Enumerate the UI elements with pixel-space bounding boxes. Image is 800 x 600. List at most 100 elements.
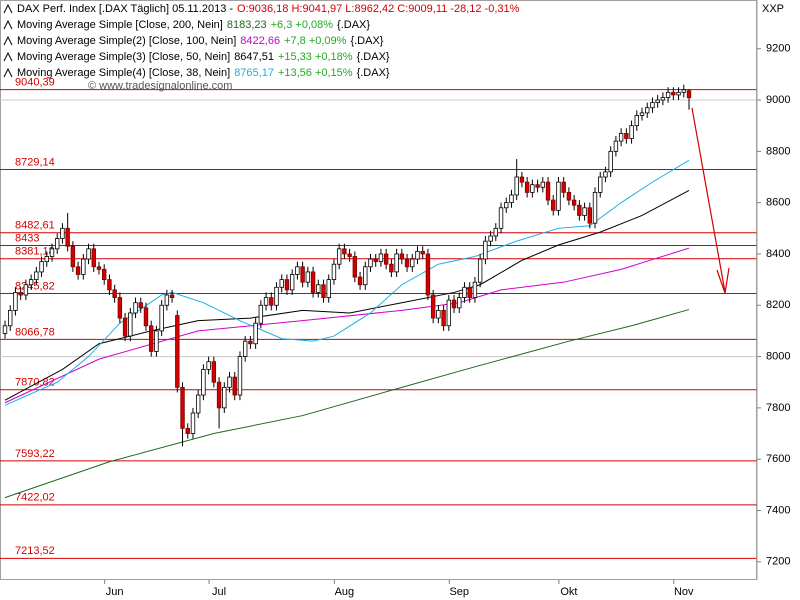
candle-body <box>154 330 159 352</box>
candle-body <box>295 266 300 275</box>
candle-body <box>206 361 211 370</box>
candle-body <box>107 279 112 291</box>
candle-body <box>232 376 237 396</box>
y-tick-label: 7600 <box>766 453 790 465</box>
candle-body <box>211 361 217 383</box>
legend-icon <box>3 67 13 78</box>
candle-body <box>530 184 535 193</box>
legend-value: 8765,17 <box>234 67 274 79</box>
candle-body <box>18 292 23 296</box>
candle-body <box>618 132 624 142</box>
arrow-head <box>716 267 730 294</box>
candle-body <box>28 279 34 286</box>
candle-body <box>190 412 196 434</box>
candle-body <box>404 258 410 268</box>
candle-body <box>425 253 431 296</box>
candle-body <box>598 176 603 193</box>
candle-body <box>248 340 253 345</box>
candle-body <box>175 315 180 388</box>
candle-body <box>368 258 373 268</box>
candle-body <box>514 176 519 196</box>
candle-body <box>357 276 363 286</box>
legend-change: +7,8 +0,09% <box>284 35 347 47</box>
legend-value: 8647,51 <box>234 51 274 63</box>
candle-body <box>634 115 639 127</box>
axis-label: XXP <box>762 3 784 15</box>
legend-value: 8422,66 <box>240 35 280 47</box>
legend-symbol: {.DAX} <box>357 67 390 79</box>
candle-body <box>321 284 326 298</box>
level-label: 7870,82 <box>15 377 55 389</box>
candle-body <box>462 286 467 298</box>
level-label: 8066,78 <box>15 326 55 338</box>
header: DAX Perf. Index [.DAX Täglich] 05.11.201… <box>3 3 520 79</box>
candles <box>2 84 692 447</box>
candle-body <box>665 91 671 98</box>
candle-body <box>671 91 676 96</box>
legend-entry: Moving Average Simple(3) [Close, 50, Nei… <box>17 51 390 63</box>
candle-body <box>509 194 514 204</box>
candle-body <box>148 325 154 352</box>
candle-body <box>608 150 613 173</box>
candle-body <box>39 261 44 273</box>
legend-icon <box>3 35 13 46</box>
ma-line <box>4 159 690 406</box>
candle-body <box>60 227 65 239</box>
candle-body <box>457 297 462 309</box>
watermark: © www.tradesignalonline.com <box>88 80 232 92</box>
x-tick-label: Sep <box>449 586 469 598</box>
candle-body <box>420 250 425 255</box>
candle-body <box>389 263 394 273</box>
candle-body <box>195 394 201 414</box>
legend-entry: Moving Average Simple(4) [Close, 38, Nei… <box>17 67 390 79</box>
candle-body <box>582 207 587 216</box>
legend-symbol: {.DAX} <box>350 35 383 47</box>
y-tick-label: 9000 <box>766 94 790 106</box>
ma-line <box>4 247 690 404</box>
legend-symbol: {.DAX} <box>337 19 370 31</box>
candle-body <box>613 140 619 152</box>
y-tick-label: 7800 <box>766 402 790 414</box>
legend-symbol: {.DAX} <box>357 51 390 63</box>
legend-name: Moving Average Simple(4) [Close, 38, Nei… <box>17 67 230 79</box>
candle-body <box>284 279 290 291</box>
legend-icon <box>3 51 13 62</box>
candle-body <box>603 171 608 178</box>
candle-body <box>216 381 222 409</box>
candle-body <box>117 297 123 319</box>
candle-body <box>316 284 321 293</box>
candle-body <box>2 325 8 334</box>
candle-body <box>347 253 352 257</box>
level-label: 8433 <box>15 232 39 244</box>
legend-change: +13,56 +0,15% <box>278 67 353 79</box>
y-tick-label: 8600 <box>766 197 790 209</box>
candle-body <box>75 266 81 275</box>
candle-body <box>592 191 598 224</box>
candle-body <box>23 284 29 296</box>
candle-body <box>86 248 91 260</box>
candle-body <box>394 253 399 273</box>
legend-change: +6,3 +0,08% <box>271 19 334 31</box>
candle-body <box>645 107 650 114</box>
candle-body <box>535 184 540 188</box>
candle-body <box>483 240 488 260</box>
legend-value: 8183,23 <box>227 19 267 31</box>
candle-body <box>331 263 337 281</box>
candle-body <box>410 258 415 268</box>
candle-body <box>70 245 76 268</box>
candle-body <box>436 309 441 319</box>
candle-body <box>49 248 55 257</box>
candle-body <box>493 227 499 237</box>
header-quote: O:9036,18 H:9041,97 L:8962,42 C:9009,11 … <box>237 3 520 15</box>
candle-body <box>91 248 96 268</box>
y-tick-label: 8400 <box>766 248 790 260</box>
candle-body <box>624 132 629 139</box>
header-icon <box>3 3 13 14</box>
candle-body <box>65 227 70 247</box>
candle-body <box>488 235 493 242</box>
candle-body <box>122 317 128 337</box>
candle-body <box>300 266 305 283</box>
candle-body <box>138 302 143 309</box>
arrow-annotation <box>691 107 730 294</box>
